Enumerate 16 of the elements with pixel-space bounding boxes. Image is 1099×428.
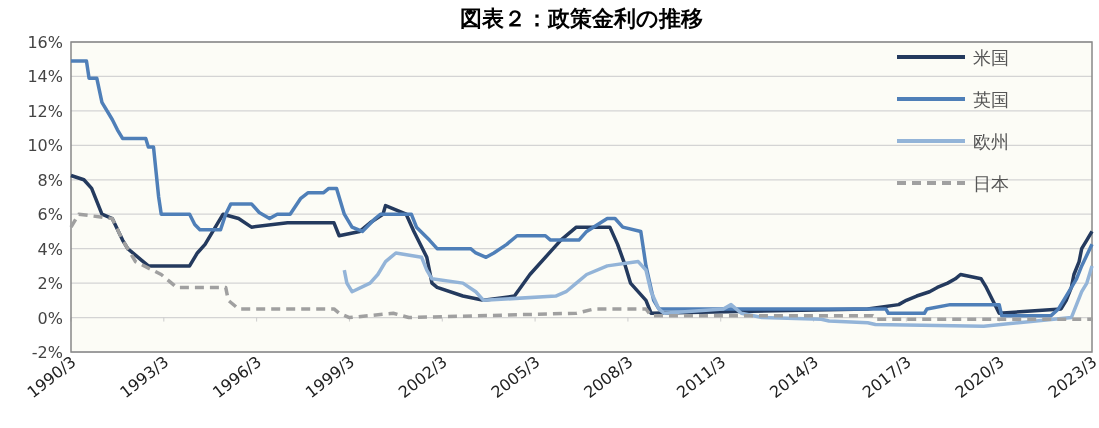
- y-tick-label: 6%: [37, 205, 63, 225]
- y-tick-label: 12%: [27, 101, 63, 121]
- legend-label: 英国: [973, 89, 1009, 110]
- y-tick-label: 14%: [27, 67, 63, 87]
- y-tick-label: 4%: [37, 239, 63, 259]
- line-series: [342, 251, 1094, 328]
- legend-label: 米国: [973, 47, 1009, 68]
- y-tick-label: 10%: [27, 136, 63, 156]
- y-tick-label: 8%: [37, 170, 63, 190]
- chart-title: 図表２：政策金利の推移: [460, 6, 703, 31]
- y-tick-label: 2%: [37, 274, 63, 294]
- legend-label: 欧州: [973, 131, 1009, 152]
- legend-label: 日本: [973, 173, 1009, 194]
- line-series: [69, 212, 1094, 322]
- y-tick-label: 0%: [37, 308, 63, 328]
- y-tick-label: 16%: [27, 33, 63, 52]
